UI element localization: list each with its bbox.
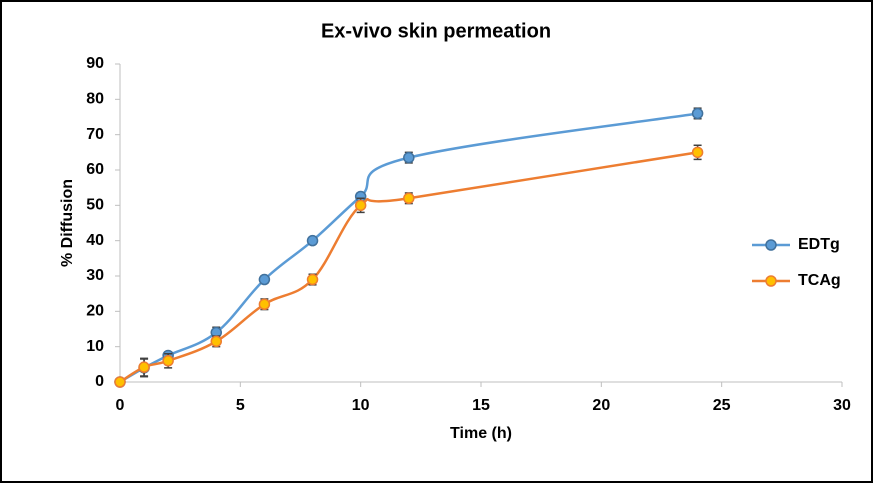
x-tick-label: 10 <box>352 397 370 414</box>
data-point <box>258 298 271 311</box>
data-point <box>691 146 704 159</box>
x-tick-label: 5 <box>236 397 245 414</box>
data-point <box>306 234 319 247</box>
legend-marker <box>765 239 777 251</box>
y-tick-label: 90 <box>86 55 104 72</box>
y-tick-label: 60 <box>86 161 104 178</box>
x-tick-label: 20 <box>592 397 610 414</box>
legend-label: EDTg <box>798 236 840 253</box>
data-point <box>114 376 126 388</box>
data-point <box>403 151 415 164</box>
series-line <box>119 151 698 384</box>
x-tick-label: 30 <box>833 397 851 414</box>
x-tick-label: 25 <box>713 397 731 414</box>
y-tick-label: 20 <box>86 303 104 320</box>
data-point <box>306 273 319 286</box>
data-point <box>403 192 415 205</box>
y-tick-label: 50 <box>86 197 104 214</box>
x-tick-label: 0 <box>116 397 125 414</box>
data-point <box>354 199 367 212</box>
y-tick-label: 10 <box>86 338 104 355</box>
x-tick-label: 15 <box>472 397 490 414</box>
y-tick-label: 30 <box>86 267 104 284</box>
data-point <box>162 355 174 367</box>
data-point <box>210 335 223 348</box>
y-tick-label: 0 <box>95 373 104 390</box>
y-tick-label: 80 <box>86 91 104 108</box>
series-line <box>119 112 698 384</box>
y-axis-title: % Diffusion <box>59 179 76 267</box>
data-point <box>258 273 271 286</box>
x-axis-title: Time (h) <box>450 425 512 442</box>
data-point <box>691 107 704 120</box>
data-point <box>138 361 150 373</box>
chart-title: Ex-vivo skin permeation <box>321 20 551 42</box>
legend-marker <box>765 275 777 287</box>
legend-label: TCAg <box>798 272 841 289</box>
y-tick-label: 40 <box>86 232 104 249</box>
y-tick-label: 70 <box>86 126 104 143</box>
